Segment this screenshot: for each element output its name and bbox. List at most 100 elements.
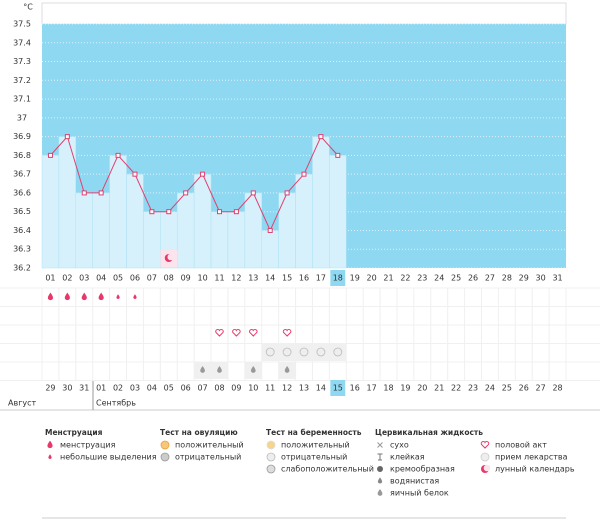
date-label: 29 xyxy=(45,384,55,393)
date-label: 02 xyxy=(113,384,123,393)
point xyxy=(267,227,273,233)
y-tick-label: 37 xyxy=(17,113,27,122)
legend-label: яичный белок xyxy=(390,489,449,498)
icon-spotting xyxy=(116,294,120,299)
date-label: 03 xyxy=(130,384,140,393)
bar xyxy=(329,155,347,269)
icon-spotting xyxy=(133,294,137,299)
date-label: 05 xyxy=(164,384,174,393)
bar xyxy=(176,192,195,269)
month-label: Сентябрь xyxy=(96,399,136,408)
icon-menstruation xyxy=(98,292,104,301)
icon-egg_white xyxy=(377,489,383,496)
y-tick-label: 37.2 xyxy=(13,76,31,85)
bar xyxy=(143,211,161,269)
icon-pr_neg xyxy=(333,347,343,357)
legend-label: положительный xyxy=(281,441,350,450)
y-tick-label: 36.3 xyxy=(13,245,31,254)
legend-label: кремообразная xyxy=(390,465,455,474)
y-label: °C xyxy=(23,3,33,12)
x-tick-label: 28 xyxy=(502,274,512,283)
x-tick-label: 20 xyxy=(367,274,377,283)
x-tick-label: 04 xyxy=(96,274,106,283)
y-tick-label: 37.3 xyxy=(13,57,31,66)
bar xyxy=(92,192,110,269)
icon-lunar xyxy=(167,253,175,261)
date-label: 06 xyxy=(181,384,191,393)
date-label: 09 xyxy=(231,384,241,393)
legend-title: Тест на овуляцию xyxy=(160,428,238,437)
legend-label: слабоположительный xyxy=(281,465,374,474)
legend-label: менструация xyxy=(60,441,116,450)
legend-title: Тест на беременность xyxy=(266,428,362,437)
point xyxy=(98,190,104,196)
plot-top xyxy=(41,2,567,25)
icon-pr_neg xyxy=(316,347,326,357)
x-tick-label: 14 xyxy=(265,274,275,283)
point xyxy=(284,190,290,196)
legend-title: Цервикальная жидкость xyxy=(375,428,483,437)
x-tick-label: 22 xyxy=(400,274,410,283)
date-label: 16 xyxy=(350,384,360,393)
legend-label: отрицательный xyxy=(175,453,241,462)
date-label: 31 xyxy=(79,384,89,393)
date-label: 24 xyxy=(485,384,495,393)
icon-intercourse xyxy=(215,329,224,337)
x-tick-label: 25 xyxy=(451,274,461,283)
date-label: 14 xyxy=(316,384,326,393)
point xyxy=(47,152,53,158)
icon-pr_neg xyxy=(282,347,292,357)
x-tick-label: 30 xyxy=(536,274,546,283)
icon-pr_weak xyxy=(266,464,276,474)
x-tick-label: 19 xyxy=(350,274,360,283)
point xyxy=(183,190,189,196)
point xyxy=(318,134,324,140)
y-tick-label: 36.2 xyxy=(13,264,31,273)
icon-ov_neg xyxy=(160,452,170,462)
icon-intercourse xyxy=(282,329,292,337)
day-highlight xyxy=(330,270,346,286)
icon-menstruation xyxy=(47,440,53,449)
icon-ov_pos xyxy=(160,440,170,450)
month-label: Август xyxy=(8,399,37,408)
bar xyxy=(295,173,313,269)
icon-sticky xyxy=(377,453,383,461)
icon-watery xyxy=(377,477,383,484)
x-tick-label: 03 xyxy=(79,274,89,283)
x-tick-label: 01 xyxy=(45,274,55,283)
temp-line xyxy=(50,135,339,232)
icon-creamy xyxy=(377,466,383,472)
y-tick-label: 36.6 xyxy=(13,188,31,197)
x-tick-label: 16 xyxy=(299,274,309,283)
point xyxy=(301,171,307,177)
x-tick-label: 09 xyxy=(181,274,191,283)
legend-label: небольшие выделения xyxy=(60,453,157,462)
point xyxy=(81,190,87,196)
y-tick-label: 36.7 xyxy=(13,170,31,179)
date-label: 10 xyxy=(248,384,258,393)
date-label: 12 xyxy=(282,384,292,393)
bar xyxy=(227,211,246,269)
x-tick-label: 12 xyxy=(231,274,241,283)
legend-label: сухо xyxy=(390,441,409,450)
bar xyxy=(244,192,262,269)
x-tick-label: 26 xyxy=(468,274,478,283)
date-label: 25 xyxy=(502,384,512,393)
x-tick-label: 08 xyxy=(164,274,174,283)
x-tick-label: 29 xyxy=(519,274,529,283)
point xyxy=(166,209,172,215)
y-tick-label: 37.5 xyxy=(13,20,31,29)
bar xyxy=(312,136,330,269)
legend-label: прием лекарства xyxy=(495,453,568,462)
x-tick-label: 13 xyxy=(248,274,258,283)
icon-menstruation xyxy=(47,292,54,301)
date-label: 19 xyxy=(400,384,410,393)
icon-intercourse xyxy=(480,441,490,449)
icon-pr_neg xyxy=(299,347,309,357)
icon-lunar xyxy=(483,464,491,472)
bar xyxy=(210,211,229,269)
date-label: 01 xyxy=(96,384,106,393)
point xyxy=(149,209,155,215)
date-label: 27 xyxy=(536,384,546,393)
x-tick-label: 07 xyxy=(147,274,157,283)
